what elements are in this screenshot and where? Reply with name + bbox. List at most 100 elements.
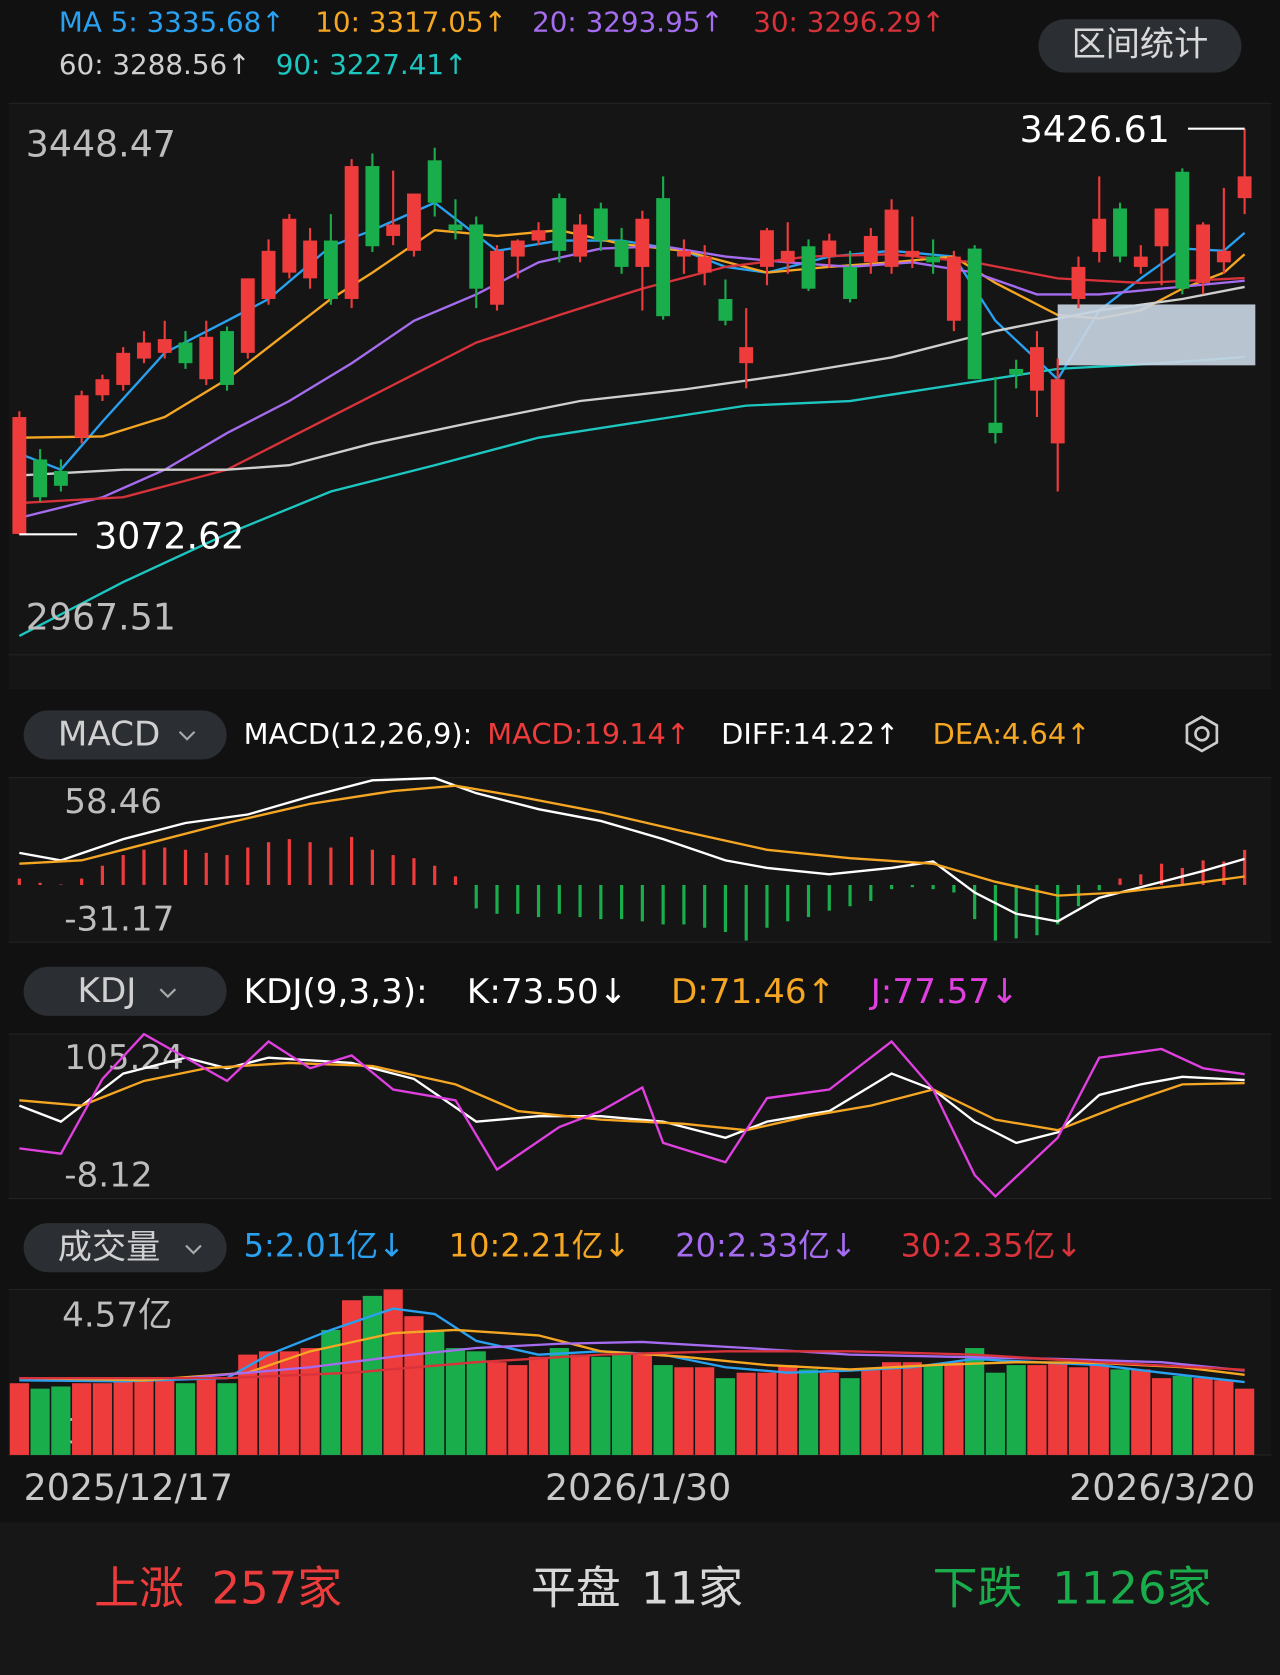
settings-hexagon — [1185, 715, 1219, 753]
x-tick-label: 2025/12/17 — [24, 1466, 233, 1509]
candle-body — [697, 256, 712, 273]
candle-body — [220, 331, 234, 385]
chevron — [178, 730, 196, 741]
y-tick-label: -8.12 — [64, 1156, 152, 1196]
volume-bar — [611, 1354, 632, 1455]
volume-bar — [383, 1289, 403, 1455]
range-stat-label: 区间统计 — [1072, 24, 1209, 64]
footer-flat-label: 平盘 — [531, 1562, 621, 1615]
kdj-button-label: KDJ — [78, 971, 137, 1011]
legend-entry: DIFF:14.22↑ — [721, 717, 899, 751]
volume-bar — [425, 1329, 445, 1455]
volume-bar — [1193, 1378, 1213, 1455]
volume-bar — [902, 1362, 922, 1455]
volume-button-label: 成交量 — [58, 1227, 161, 1267]
volume-bar — [819, 1372, 839, 1455]
y-tick-label: 3448.47 — [26, 122, 176, 165]
candle-body — [261, 250, 276, 299]
volume-bar — [72, 1383, 92, 1455]
volume-bar — [92, 1383, 113, 1455]
candle-body — [946, 256, 961, 321]
candle-body — [490, 250, 504, 305]
candle-body — [448, 224, 463, 231]
volume-bar — [632, 1354, 652, 1455]
volume-bar — [985, 1372, 1006, 1455]
volume-bar — [321, 1329, 341, 1455]
candle-body — [74, 395, 89, 438]
candle-body — [1092, 218, 1107, 253]
candle-body — [926, 256, 941, 263]
footer-up-count: 257家 — [212, 1562, 342, 1615]
candle-body — [1030, 347, 1044, 391]
volume-bar — [1172, 1375, 1192, 1455]
volume-bar — [528, 1356, 549, 1455]
candle-body — [427, 160, 442, 203]
range-stat-button[interactable] — [1038, 19, 1242, 73]
volume-bar — [196, 1378, 216, 1455]
volume-bar — [757, 1372, 777, 1455]
volume-bar — [1068, 1367, 1089, 1455]
y-tick-label: -31.17 — [64, 899, 174, 939]
volume-bar — [238, 1354, 258, 1455]
candle-body — [137, 342, 151, 359]
candle-body — [1175, 171, 1190, 289]
candle-body — [1009, 368, 1024, 375]
settings-icon[interactable] — [1185, 715, 1219, 753]
volume-bar — [965, 1348, 985, 1455]
y-tick-label: 2967.51 — [26, 596, 176, 639]
volume-bar — [508, 1365, 528, 1455]
volume-bar — [445, 1348, 466, 1455]
settings-dot — [1194, 726, 1210, 742]
volume-bar — [1048, 1362, 1068, 1455]
candle-body — [593, 208, 608, 241]
candle-body — [676, 250, 691, 257]
legend-entry: 10:2.21亿↓ — [449, 1227, 631, 1265]
volume-bar — [1131, 1369, 1151, 1455]
y-tick-label: 58.46 — [64, 782, 162, 822]
candle-body — [240, 278, 255, 353]
candle-body — [303, 240, 318, 279]
candle-body — [531, 230, 546, 241]
candle-body — [552, 198, 567, 251]
candle-body — [1237, 176, 1252, 199]
candle-body — [988, 422, 1003, 434]
volume-bar — [487, 1362, 507, 1455]
volume-bar — [674, 1367, 694, 1455]
volume-bar — [840, 1378, 860, 1455]
candle-body — [323, 240, 338, 299]
volume-bar — [1006, 1365, 1026, 1455]
volume-bar — [923, 1365, 943, 1455]
legend-entry: 30:2.35亿↓ — [901, 1227, 1083, 1265]
candle-body — [1133, 256, 1148, 267]
volume-bar — [113, 1381, 133, 1455]
volume-bar — [778, 1365, 798, 1455]
candle-body — [386, 224, 401, 236]
volume-button[interactable] — [23, 1223, 227, 1273]
volume-bar — [279, 1351, 299, 1455]
volume-bar — [300, 1348, 320, 1455]
legend-entry: 10: 3317.05↑ — [315, 6, 507, 39]
selection-box — [1057, 304, 1256, 366]
legend-entry: 90: 3227.41↑ — [276, 48, 468, 81]
kdj-button[interactable] — [23, 966, 227, 1016]
macd-button-label: MACD — [58, 715, 160, 755]
volume-bar — [134, 1378, 154, 1455]
volume-bar — [653, 1365, 673, 1455]
legend-entry: 20: 3293.95↑ — [532, 6, 724, 39]
candle-body — [780, 250, 795, 263]
legend-entry: 5:2.01亿↓ — [244, 1227, 405, 1265]
volume-bar — [570, 1354, 590, 1455]
volume-bar — [155, 1378, 175, 1455]
macd-button[interactable] — [23, 710, 227, 760]
candle-body — [157, 339, 172, 353]
candle-body — [95, 379, 110, 396]
macd-title: MACD(12,26,9): — [244, 717, 473, 751]
legend-entry: J:77.57↓ — [869, 972, 1019, 1012]
volume-bar — [9, 1383, 29, 1455]
volume-bar — [715, 1378, 736, 1455]
x-tick-label: 2026/3/20 — [1069, 1466, 1255, 1509]
chevron — [185, 1244, 202, 1255]
candle-body — [656, 198, 671, 317]
legend-entry: 20:2.33亿↓ — [675, 1227, 857, 1265]
volume-bar — [175, 1383, 196, 1455]
